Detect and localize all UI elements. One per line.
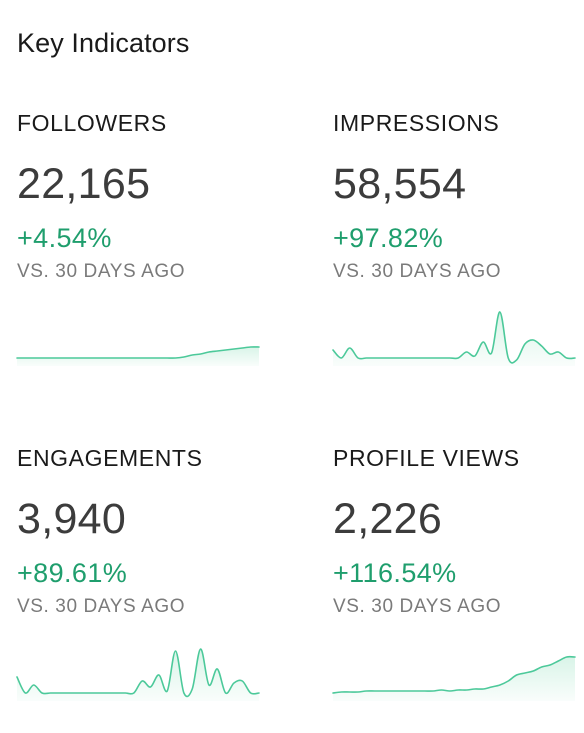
indicator-card-profile-views[interactable]: PROFILE VIEWS 2,226 +116.54% VS. 30 DAYS… [332, 443, 578, 733]
indicator-change: +97.82% [333, 223, 444, 253]
indicator-value: 3,940 [17, 495, 127, 543]
indicator-change: +4.54% [17, 223, 112, 253]
indicator-label: PROFILE VIEWS [333, 445, 520, 471]
indicator-value: 22,165 [17, 160, 151, 208]
indicator-comparison: VS. 30 DAYS AGO [333, 261, 502, 282]
sparkline-line [332, 655, 576, 694]
sparkline-area [333, 311, 575, 366]
indicator-card-followers[interactable]: FOLLOWERS 22,165 +4.54% VS. 30 DAYS AGO [16, 108, 262, 398]
indicator-change: +89.61% [17, 558, 128, 588]
sparkline-area [333, 656, 575, 701]
indicator-change: +116.54% [333, 558, 457, 588]
indicator-label: ENGAGEMENTS [17, 445, 203, 471]
sparkline-chart [16, 346, 260, 366]
indicator-value: 2,226 [333, 495, 443, 543]
indicator-value: 58,554 [333, 160, 467, 208]
indicator-card-engagements[interactable]: ENGAGEMENTS 3,940 +89.61% VS. 30 DAYS AG… [16, 443, 262, 733]
sparkline-line [16, 648, 260, 698]
indicator-comparison: VS. 30 DAYS AGO [333, 596, 502, 617]
sparkline-chart [16, 648, 260, 701]
sparkline-area [17, 346, 259, 366]
page-title: Key Indicators [17, 28, 190, 58]
sparkline-chart [332, 311, 576, 366]
indicator-card-impressions[interactable]: IMPRESSIONS 58,554 +97.82% VS. 30 DAYS A… [332, 108, 578, 398]
indicator-label: IMPRESSIONS [333, 110, 500, 136]
sparkline-area [17, 648, 259, 701]
indicator-comparison: VS. 30 DAYS AGO [17, 596, 186, 617]
sparkline-chart [332, 655, 576, 701]
indicator-comparison: VS. 30 DAYS AGO [17, 261, 186, 282]
sparkline-line [16, 346, 260, 359]
indicator-label: FOLLOWERS [17, 110, 167, 136]
sparkline-line [332, 311, 576, 364]
